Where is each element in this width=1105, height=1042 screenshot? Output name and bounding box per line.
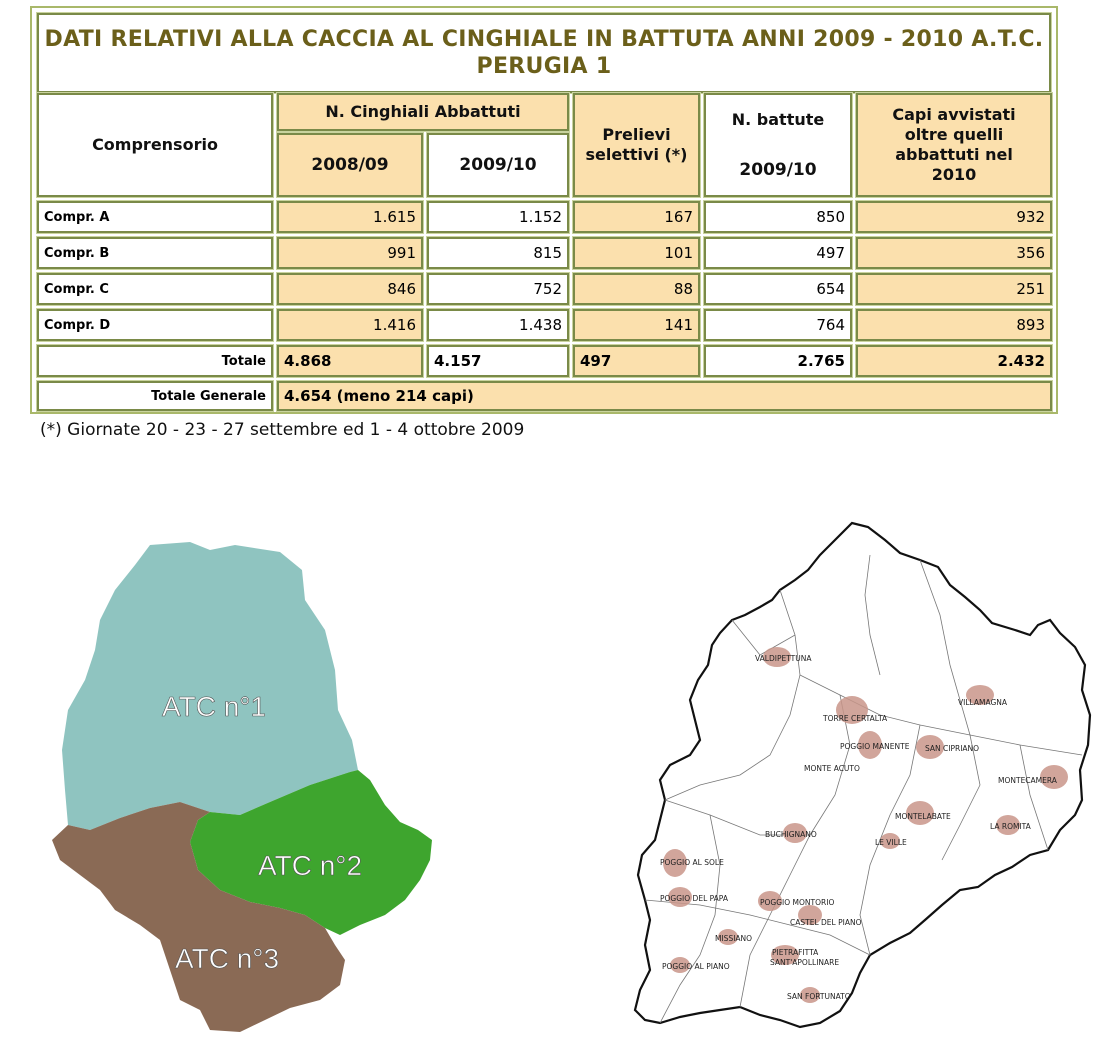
place-labels: VALDIPETTUNA TORRE CERTALTA VILLAMAGNA P… [660, 654, 1058, 1001]
cell-prelievi: 101 [572, 236, 701, 270]
grand-total-value: 4.654 (meno 214 capi) [276, 380, 1053, 412]
cell-2009-10: 752 [426, 272, 570, 306]
place-label: BUCHIGNANO [765, 830, 817, 839]
atc2-label: ATC n°2 [258, 850, 362, 881]
place-label: POGGIO MANENTE [840, 742, 910, 751]
cell-avvistati: 932 [855, 200, 1053, 234]
place-label: CASTEL DEL PIANO [790, 918, 862, 927]
cell-2008-09: 1.615 [276, 200, 424, 234]
place-label: MISSIANO [715, 934, 752, 943]
row-label: Compr. B [36, 236, 274, 270]
cell-2009-10: 1.152 [426, 200, 570, 234]
header-comprensorio: Comprensorio [36, 92, 274, 198]
zones [663, 647, 1068, 1003]
cell-2009-10: 1.438 [426, 308, 570, 342]
district-boundary [633, 521, 1092, 1029]
total-label: Totale [36, 344, 274, 378]
footnote: (*) Giornate 20 - 23 - 27 settembre ed 1… [40, 420, 525, 440]
cell-avvistati: 251 [855, 272, 1053, 306]
place-label: POGGIO AL SOLE [660, 858, 724, 867]
cell-avvistati: 356 [855, 236, 1053, 270]
place-label: POGGIO AL PIANO [662, 962, 730, 971]
place-label: VILLAMAGNA [958, 698, 1008, 707]
cell-2008-09: 846 [276, 272, 424, 306]
atc2-area [190, 770, 432, 935]
place-label: MONTE ACUTO [804, 764, 860, 773]
place-label: MONTELABATE [895, 812, 951, 821]
cell-2008-09: 1.416 [276, 308, 424, 342]
cell-battute: 497 [703, 236, 853, 270]
cell-2009-10: 815 [426, 236, 570, 270]
cell-battute: 764 [703, 308, 853, 342]
total-avvistati: 2.432 [855, 344, 1053, 378]
cell-prelievi: 167 [572, 200, 701, 234]
place-label: POGGIO DEL PAPA [660, 894, 729, 903]
atc-region-map: ATC n°1 ATC n°2 ATC n°3 [52, 542, 432, 1032]
total-2009-10: 4.157 [426, 344, 570, 378]
atc1-label: ATC n°1 [162, 691, 266, 722]
cell-2008-09: 991 [276, 236, 424, 270]
place-label: SAN FORTUNATO [787, 992, 851, 1001]
header-battute-year: 2009/10 [739, 160, 817, 180]
grand-total-label: Totale Generale [36, 380, 274, 412]
atc3-area [52, 802, 345, 1032]
header-avvistati: Capi avvistati oltre quelli abbattuti ne… [855, 92, 1053, 198]
row-label: Compr. A [36, 200, 274, 234]
header-year-2009-10: 2009/10 [426, 132, 570, 198]
place-label: POGGIO MONTORIO [760, 898, 834, 907]
cell-battute: 654 [703, 272, 853, 306]
hunting-data-table: DATI RELATIVI ALLA CACCIA AL CINGHIALE I… [30, 6, 1058, 414]
header-battute-label: N. battute [731, 110, 825, 129]
table-title: DATI RELATIVI ALLA CACCIA AL CINGHIALE I… [36, 12, 1052, 94]
internal-boundaries [644, 554, 1083, 1024]
header-prelievi: Prelievi selettivi (*) [572, 92, 701, 198]
row-label: Compr. C [36, 272, 274, 306]
total-battute: 2.765 [703, 344, 853, 378]
atc1-area [62, 542, 358, 830]
place-label: PIETRAFITTA [772, 948, 819, 957]
header-battute: N. battute 2009/10 [703, 92, 853, 198]
cell-avvistati: 893 [855, 308, 1053, 342]
place-label: LA ROMITA [990, 822, 1032, 831]
place-label: TORRE CERTALTA [822, 714, 888, 723]
row-label: Compr. D [36, 308, 274, 342]
place-label: SAN CIPRIANO [925, 744, 979, 753]
cell-battute: 850 [703, 200, 853, 234]
place-label: VALDIPETTUNA [755, 654, 812, 663]
header-abbattuti: N. Cinghiali Abbattuti [276, 92, 570, 132]
place-label: LE VILLE [875, 838, 907, 847]
place-label: MONTECAMERA [998, 776, 1058, 785]
place-label: SANT'APOLLINARE [770, 958, 839, 967]
cell-prelievi: 141 [572, 308, 701, 342]
total-prelievi: 497 [572, 344, 701, 378]
atc3-label: ATC n°3 [175, 943, 279, 974]
cell-prelievi: 88 [572, 272, 701, 306]
total-2008-09: 4.868 [276, 344, 424, 378]
header-year-2008-09: 2008/09 [276, 132, 424, 198]
comprensori-map: VALDIPETTUNA TORRE CERTALTA VILLAMAGNA P… [633, 521, 1092, 1029]
